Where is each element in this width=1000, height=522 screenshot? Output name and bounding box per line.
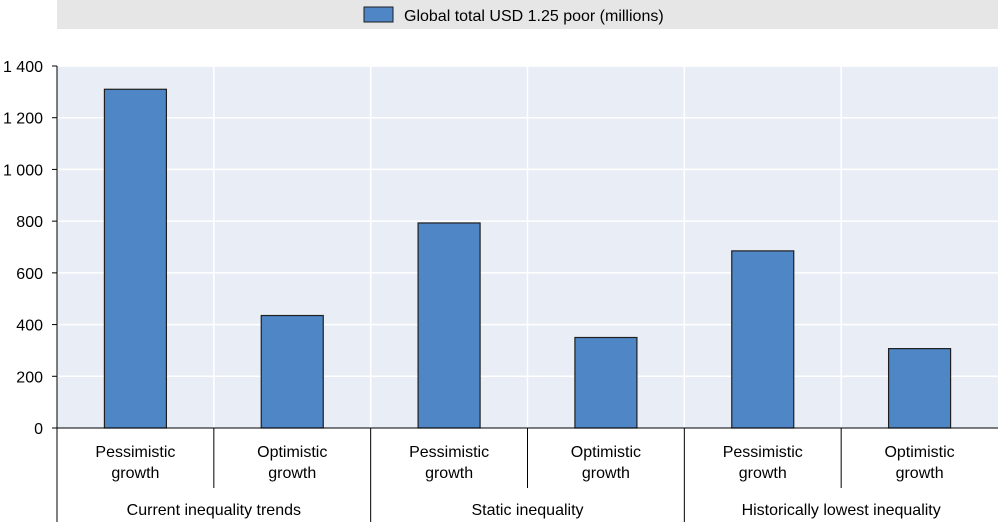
- bar: [574, 336, 638, 429]
- y-tick-label: 1 000: [3, 162, 43, 179]
- x-category-label: Optimistic growth: [884, 444, 954, 482]
- x-category-label: Pessimistic growth: [95, 444, 175, 482]
- bar: [103, 88, 168, 429]
- y-tick-label: 0: [34, 421, 43, 438]
- y-tick-label: 1 400: [3, 59, 43, 76]
- x-category-label: Pessimistic growth: [723, 444, 803, 482]
- legend-swatch: [363, 6, 394, 23]
- y-tick-label: 1 200: [3, 111, 43, 128]
- x-category-label: Pessimistic growth: [409, 444, 489, 482]
- y-tick-label: 400: [16, 318, 43, 335]
- y-tick-label: 200: [16, 369, 43, 386]
- y-tick-label: 600: [16, 266, 43, 283]
- bar: [731, 250, 795, 429]
- x-group-label: Current inequality trends: [127, 502, 301, 519]
- y-tick-label: 800: [16, 214, 43, 231]
- legend-box: [57, 0, 998, 29]
- bar: [417, 222, 481, 429]
- x-group-label: Static inequality: [471, 502, 583, 519]
- bar: [260, 314, 324, 429]
- legend-label: Global total USD 1.25 poor (millions): [404, 8, 664, 25]
- x-category-label: Optimistic growth: [257, 444, 327, 482]
- x-group-label: Historically lowest inequality: [742, 502, 941, 519]
- bar: [887, 348, 952, 429]
- x-category-label: Optimistic growth: [571, 444, 641, 482]
